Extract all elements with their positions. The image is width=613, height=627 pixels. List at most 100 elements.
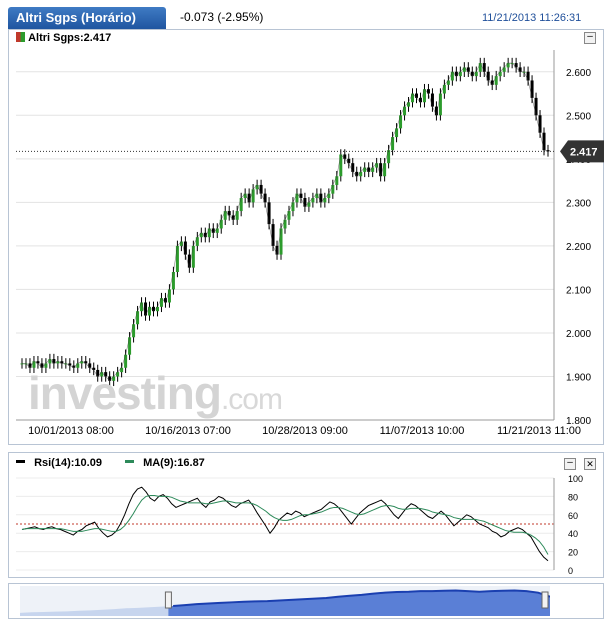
price-minimize-button[interactable]: –	[584, 32, 596, 44]
candle-body	[275, 245, 279, 255]
instrument-tab[interactable]: Altri Sgps (Horário)	[8, 7, 166, 29]
candle-body	[195, 237, 199, 246]
candle-body	[450, 71, 454, 81]
candle-body	[315, 193, 319, 198]
price-legend-label: Altri Sgps:2.417	[28, 32, 112, 44]
candle-body	[395, 128, 399, 138]
candle-body	[407, 102, 411, 107]
rsi-minimize-button[interactable]: –	[564, 458, 576, 470]
ma-legend-icon	[125, 460, 134, 463]
candle-body	[291, 202, 295, 212]
rsi-legend-icon	[16, 460, 25, 463]
candle-body	[518, 67, 522, 72]
candle-body	[383, 163, 387, 177]
candle-body	[56, 361, 60, 364]
candle-body	[327, 193, 331, 198]
candle-body	[136, 311, 140, 325]
candle-body	[231, 215, 235, 220]
candle-body	[359, 171, 363, 177]
candle-body	[371, 167, 375, 172]
candle-body	[32, 361, 36, 368]
price-y-tick-label: 1.800	[566, 416, 591, 427]
candle-body	[490, 80, 494, 85]
rsi-chart: 0 20 40 60 80 100	[16, 474, 583, 576]
candle-body	[48, 359, 52, 364]
candle-body	[235, 211, 239, 220]
candle-body	[546, 150, 550, 152]
price-y-tick-label: 2.500	[566, 111, 591, 122]
price-panel	[8, 29, 604, 445]
navigator-right-handle	[541, 591, 549, 609]
rsi-legend: Rsi(14):10.09 MA(9):16.87	[16, 457, 205, 469]
candle-body	[295, 193, 299, 203]
legend-candle-icon	[16, 32, 25, 42]
candle-body	[124, 354, 128, 368]
candle-body	[442, 84, 446, 94]
candle-body	[426, 89, 430, 94]
candle-body	[418, 97, 422, 103]
candle-body	[355, 171, 359, 177]
candle-body	[542, 132, 546, 151]
candle-body	[502, 67, 506, 72]
timestamp: 11/21/2013 11:26:31	[482, 12, 582, 24]
candle-body	[247, 193, 251, 203]
candle-body	[411, 93, 415, 103]
navigator-chart[interactable]	[20, 586, 550, 616]
candle-body	[171, 272, 175, 290]
candle-body	[466, 67, 470, 72]
candle-body	[203, 232, 207, 238]
candle-body	[84, 361, 88, 364]
candle-body	[510, 63, 514, 65]
candle-body	[140, 302, 144, 312]
candle-body	[255, 184, 259, 190]
candle-body	[514, 63, 518, 68]
rsi-y-tick-label: 100	[568, 474, 583, 484]
last-price-marker	[560, 140, 604, 163]
candle-body	[307, 202, 311, 207]
candle-body	[40, 363, 44, 368]
candle-body	[36, 361, 40, 364]
candle-body	[387, 150, 391, 164]
candle-body	[88, 363, 92, 368]
candle-body	[211, 228, 215, 233]
ma-legend-label: MA(9):16.87	[143, 457, 205, 469]
candle-body	[108, 376, 112, 381]
candle-body	[323, 198, 327, 203]
candle-body	[24, 363, 28, 365]
price-x-tick-label: 11/07/2013 10:00	[380, 425, 465, 437]
candle-body	[167, 289, 171, 303]
candle-body	[279, 228, 283, 255]
last-price-label: 2.417	[570, 146, 598, 158]
candle-body	[183, 241, 187, 255]
price-x-tick-label: 10/16/2013 07:00	[145, 425, 231, 437]
investing-watermark: investing.com	[28, 366, 283, 420]
candle-body	[271, 224, 275, 246]
candle-body	[498, 71, 502, 77]
candle-body	[347, 158, 351, 164]
candle-body	[20, 363, 24, 365]
ma-line	[21, 494, 549, 555]
rsi-y-tick-label: 60	[568, 511, 578, 521]
candle-body	[68, 363, 72, 366]
price-y-tick-label: 2.200	[566, 242, 591, 253]
rsi-line	[21, 486, 549, 562]
candle-body	[96, 369, 100, 377]
rsi-close-button[interactable]: ✕	[584, 458, 596, 470]
candle-body	[152, 306, 155, 312]
navigator-area-selected	[168, 590, 550, 616]
candle-body	[415, 93, 418, 98]
price-y-tick-label: 2.100	[566, 285, 591, 296]
candle-body	[534, 97, 538, 116]
candle-body	[430, 93, 434, 107]
candle-body	[132, 324, 136, 338]
candle-body	[187, 254, 191, 268]
candle-body	[28, 363, 32, 368]
candle-body	[319, 193, 323, 203]
candle-body	[331, 184, 335, 194]
candle-body	[311, 198, 315, 203]
candle-body	[227, 211, 231, 216]
candle-body	[343, 154, 347, 159]
candle-body	[526, 71, 530, 81]
candle-body	[159, 298, 163, 307]
candle-body	[486, 71, 490, 81]
